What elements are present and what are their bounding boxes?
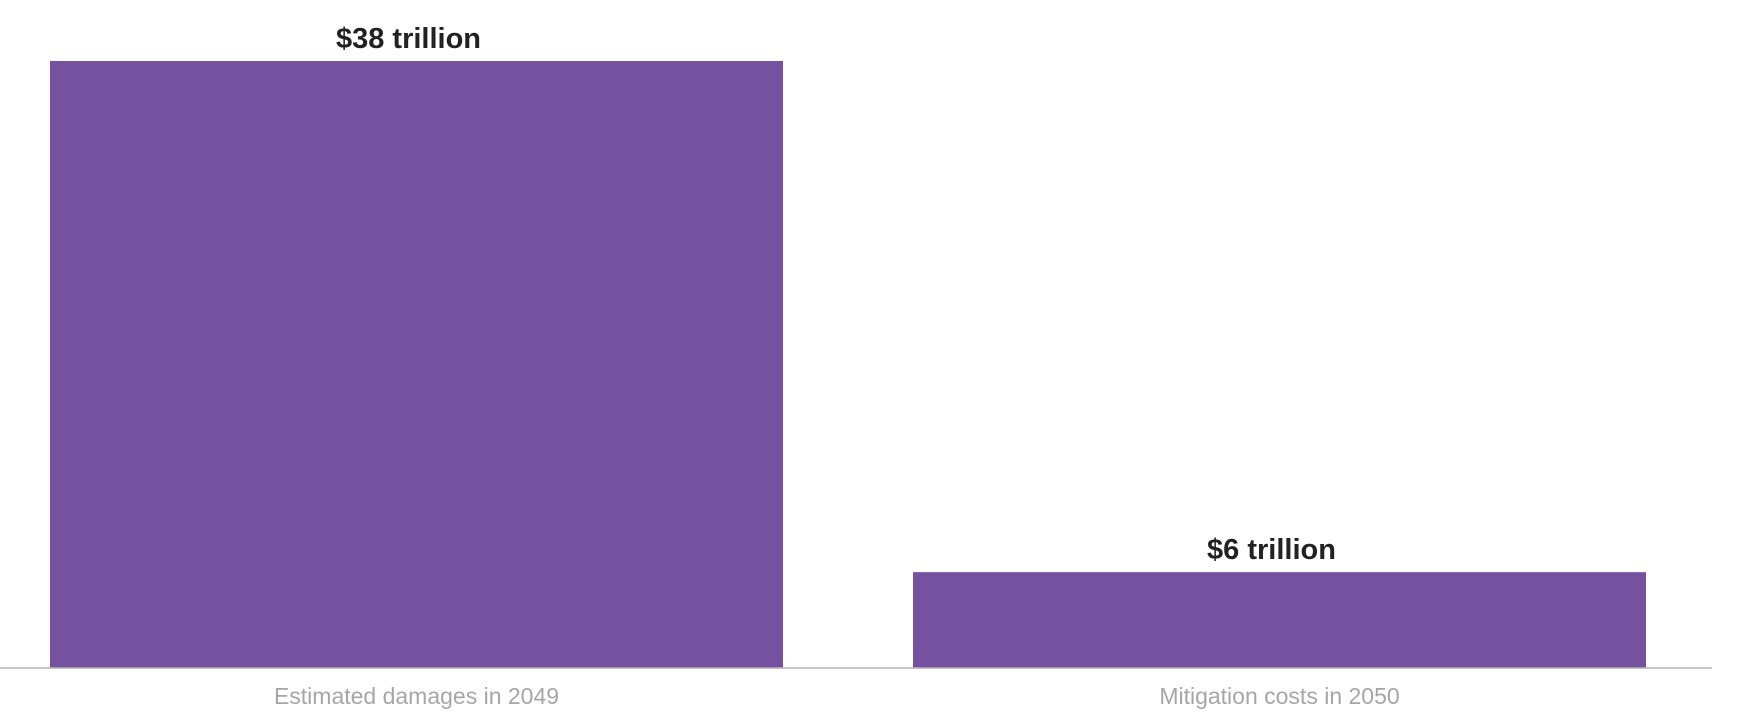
bar-1 (50, 61, 783, 668)
bars-group (50, 61, 1646, 668)
category-label-1: Estimated damages in 2049 (274, 683, 559, 709)
bar-value-label-2: $6 trillion (1207, 534, 1336, 566)
labels-group: $38 trillion Estimated damages in 2049 $6 … (274, 23, 1400, 709)
bar-value-label-1: $38 trillion (336, 23, 481, 55)
category-label-2: Mitigation costs in 2050 (1159, 683, 1399, 709)
bar-2 (913, 572, 1646, 668)
